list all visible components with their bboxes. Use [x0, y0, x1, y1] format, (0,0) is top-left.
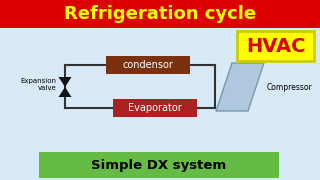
FancyBboxPatch shape [0, 28, 320, 180]
Text: Refrigeration cycle: Refrigeration cycle [64, 5, 256, 23]
Text: condensor: condensor [123, 60, 173, 70]
Text: HVAC: HVAC [246, 37, 305, 55]
FancyBboxPatch shape [113, 99, 197, 117]
FancyBboxPatch shape [0, 0, 320, 28]
Polygon shape [216, 63, 264, 111]
Text: Simple DX system: Simple DX system [92, 159, 227, 172]
Polygon shape [59, 77, 71, 87]
Text: Compressor: Compressor [267, 82, 313, 91]
Polygon shape [59, 87, 71, 97]
FancyBboxPatch shape [106, 56, 190, 74]
FancyBboxPatch shape [237, 31, 314, 61]
Text: Expansion
valve: Expansion valve [20, 78, 57, 91]
FancyBboxPatch shape [39, 152, 279, 178]
Text: Evaporator: Evaporator [128, 103, 182, 113]
